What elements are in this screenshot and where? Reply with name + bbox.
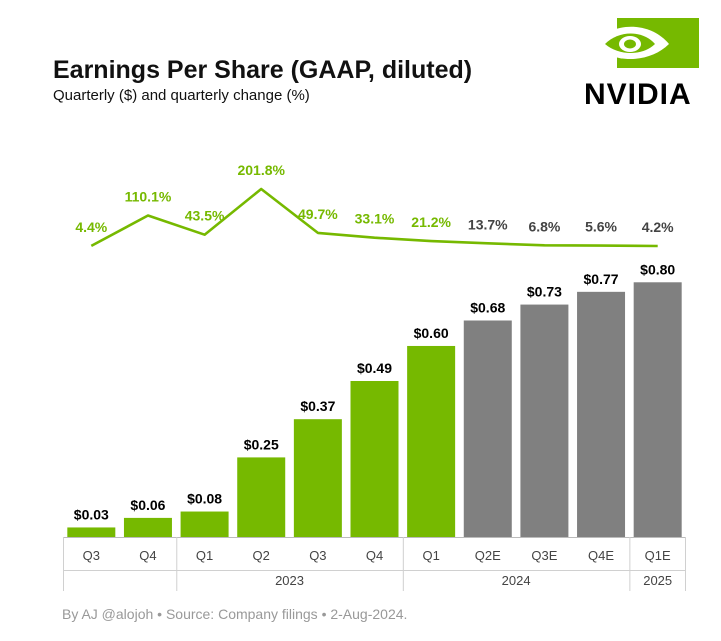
chart-title: Earnings Per Share (GAAP, diluted) [53, 56, 473, 84]
bar-value-label: $0.25 [244, 436, 279, 452]
nvidia-eye-icon [593, 18, 699, 68]
x-tick-label: Q1E [645, 548, 671, 563]
change-label: 4.2% [642, 219, 674, 235]
nvidia-logo: NVIDIA [583, 18, 701, 112]
x-tick-label: Q2E [475, 548, 501, 563]
bar-value-label: $0.80 [640, 261, 675, 277]
bar [350, 380, 399, 537]
change-label: 21.2% [411, 214, 451, 230]
change-line [90, 187, 658, 248]
bar-value-label: $0.77 [584, 271, 619, 287]
bar [407, 345, 456, 537]
bar-value-label: $0.60 [414, 325, 449, 341]
bar [237, 457, 286, 537]
change-label: 49.7% [298, 206, 338, 222]
bar [123, 517, 172, 537]
bar [520, 304, 569, 537]
bar [633, 282, 682, 537]
year-label: 2025 [643, 573, 672, 588]
bar-value-label: $0.68 [470, 299, 505, 315]
bar [463, 320, 512, 537]
x-tick-label: Q2 [253, 548, 270, 563]
x-tick-label: Q1 [422, 548, 439, 563]
x-tick-label: Q3E [531, 548, 557, 563]
change-label: 5.6% [585, 219, 617, 235]
change-label: 43.5% [185, 208, 225, 224]
bar [67, 527, 116, 537]
x-tick-label: Q3 [83, 548, 100, 563]
bar-value-label: $0.37 [300, 398, 335, 414]
change-label: 4.4% [75, 219, 107, 235]
change-label: 6.8% [528, 218, 560, 234]
x-tick-label: Q4E [588, 548, 614, 563]
footer-source: By AJ @alojoh • Source: Company filings … [62, 606, 408, 622]
year-label: 2023 [275, 573, 304, 588]
change-label: 201.8% [237, 162, 285, 178]
x-tick-label: Q1 [196, 548, 213, 563]
x-tick-label: Q3 [309, 548, 326, 563]
change-label: 33.1% [355, 211, 395, 227]
bar-value-label: $0.49 [357, 360, 392, 376]
bar-value-label: $0.06 [130, 497, 165, 513]
year-label: 2024 [502, 573, 531, 588]
change-label: 110.1% [125, 188, 172, 204]
bar [293, 419, 342, 537]
bar-value-label: $0.08 [187, 491, 222, 507]
bar-value-label: $0.73 [527, 284, 562, 300]
x-tick-label: Q4 [366, 548, 383, 563]
change-label: 13.7% [468, 216, 508, 232]
nvidia-wordmark: NVIDIA [584, 78, 692, 111]
bar [577, 291, 626, 537]
bar [180, 511, 229, 537]
chart-subtitle: Quarterly ($) and quarterly change (%) [53, 87, 310, 104]
bar-value-label: $0.03 [74, 506, 109, 522]
x-tick-label: Q4 [139, 548, 156, 563]
